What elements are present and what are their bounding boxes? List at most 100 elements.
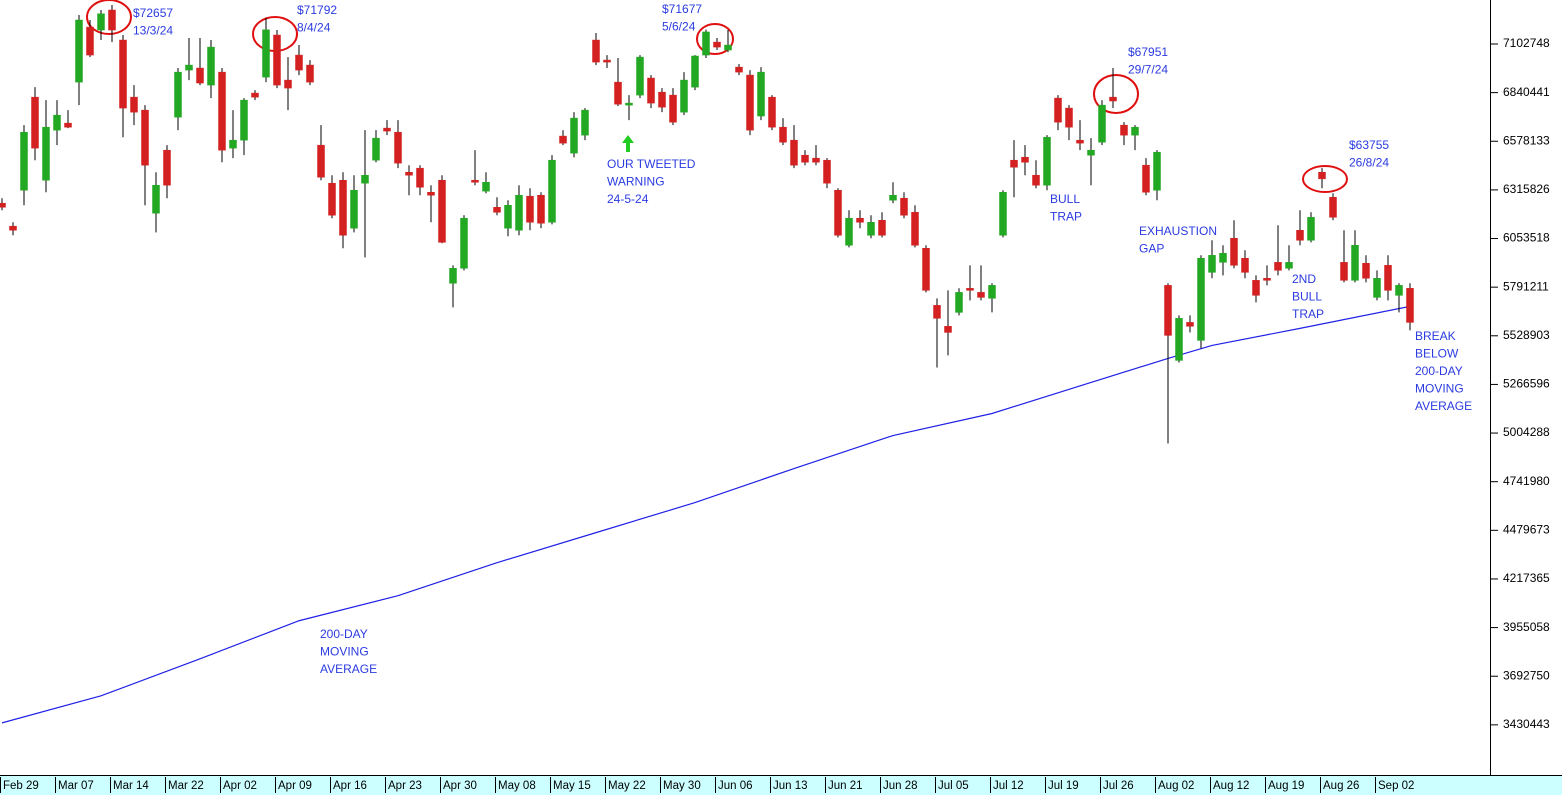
- annotation: $71677: [662, 2, 702, 16]
- candle-body: [834, 189, 842, 236]
- candle-body: [603, 59, 611, 63]
- candle-body: [801, 154, 809, 163]
- candle-body: [185, 64, 193, 71]
- x-tick-label: May 30: [663, 780, 701, 792]
- annotation: BULL: [1292, 290, 1322, 304]
- candle-body: [361, 174, 369, 184]
- candle-body: [1285, 262, 1293, 269]
- candle-body: [977, 292, 985, 298]
- y-tick-label: 5004288: [1503, 425, 1550, 439]
- y-tick-label: 7102748: [1503, 36, 1550, 50]
- candle-body: [1054, 97, 1062, 123]
- candle-body: [1230, 237, 1238, 266]
- candle-body: [614, 81, 622, 105]
- annotation: AVERAGE: [320, 662, 377, 676]
- candle-body: [911, 212, 919, 246]
- x-tick-label: Mar 07: [58, 780, 94, 792]
- candle-body: [1219, 253, 1227, 263]
- x-tick-label: Jul 19: [1048, 780, 1079, 792]
- candle-body: [295, 54, 303, 71]
- candle-body: [625, 102, 633, 106]
- candle-body: [1175, 318, 1183, 361]
- candle-body: [1164, 285, 1172, 336]
- x-tick-label: Jul 12: [993, 780, 1024, 792]
- candle-body: [1087, 149, 1095, 156]
- candle-body: [427, 192, 435, 196]
- candle-body: [922, 248, 930, 291]
- annotation: 8/4/24: [297, 21, 331, 35]
- candle-body: [394, 131, 402, 164]
- arrow: [622, 135, 634, 152]
- candle-body: [900, 197, 908, 216]
- candle-body: [449, 268, 457, 284]
- candle-body: [1043, 136, 1051, 186]
- candle-body: [757, 71, 765, 117]
- candle-body: [878, 220, 886, 236]
- candle-body: [1318, 171, 1326, 180]
- x-tick-label: Aug 19: [1268, 780, 1304, 792]
- candle-body: [680, 79, 688, 113]
- candle-body: [955, 292, 963, 313]
- x-tick-label: Jul 05: [938, 780, 969, 792]
- candle-body: [75, 19, 83, 83]
- annotation: $72657: [133, 6, 173, 20]
- candle-body: [1021, 156, 1029, 163]
- x-tick-label: Aug 26: [1323, 780, 1359, 792]
- annotation: 29/7/24: [1128, 63, 1168, 77]
- y-tick-label: 5266596: [1503, 377, 1550, 391]
- candle-body: [163, 149, 171, 186]
- candle-body: [999, 192, 1007, 236]
- candle-body: [1076, 139, 1084, 144]
- annotation: OUR TWEETED: [607, 157, 696, 171]
- candle-body: [1395, 285, 1403, 296]
- candle-body: [1208, 255, 1216, 273]
- candle-body: [207, 46, 215, 86]
- y-tick-label: 6053518: [1503, 231, 1550, 245]
- candle-body: [559, 135, 567, 144]
- candle-body: [1197, 258, 1205, 341]
- candle-body: [1142, 164, 1150, 193]
- y-tick-label: 4741980: [1503, 474, 1550, 488]
- candle-body: [482, 182, 490, 192]
- annotation: $67951: [1128, 45, 1168, 59]
- x-tick-label: Mar 22: [168, 780, 204, 792]
- candle-body: [350, 189, 358, 229]
- annotation: 13/3/24: [133, 24, 173, 38]
- candle-body: [1131, 126, 1139, 136]
- y-tick-label: 4217365: [1503, 571, 1550, 585]
- candle-body: [889, 194, 897, 201]
- candle-body: [284, 79, 292, 89]
- candle-body: [108, 9, 116, 31]
- annotation: BELOW: [1415, 347, 1459, 361]
- candle-body: [97, 13, 105, 31]
- x-tick-label: Apr 23: [388, 780, 422, 792]
- candle-body: [229, 139, 237, 149]
- candle-body: [0, 202, 6, 208]
- candle-body: [1032, 174, 1040, 186]
- candle-body: [1252, 280, 1260, 296]
- candle-body: [658, 91, 666, 108]
- candle-body: [581, 109, 589, 136]
- candle-body: [735, 66, 743, 73]
- candle-body: [240, 99, 248, 141]
- candle-body: [416, 167, 424, 188]
- candle-body: [1241, 258, 1249, 273]
- y-tick-label: 6840441: [1503, 85, 1550, 99]
- candle-body: [64, 122, 72, 128]
- annotation: MOVING: [320, 645, 369, 659]
- candle-body: [933, 305, 941, 319]
- candle-body: [768, 96, 776, 128]
- candle-body: [669, 94, 677, 123]
- candle-body: [1186, 322, 1194, 327]
- x-tick-label: Jun 21: [828, 780, 863, 792]
- date-bar: [0, 775, 1562, 795]
- candle-body: [867, 222, 875, 236]
- candle-body: [1153, 151, 1161, 191]
- x-tick-label: Apr 09: [278, 780, 312, 792]
- candle-body: [1274, 262, 1282, 271]
- candle-body: [31, 96, 39, 149]
- moving-average-line: [1, 305, 1411, 724]
- candle-body: [251, 92, 259, 98]
- candle-body: [1406, 288, 1414, 323]
